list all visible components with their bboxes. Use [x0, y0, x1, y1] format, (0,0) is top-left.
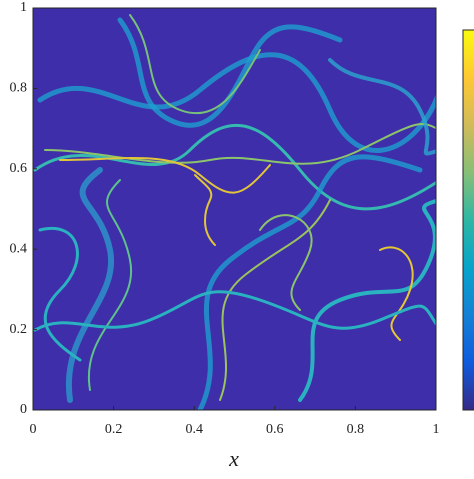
x-tick-label: 0 [30, 422, 37, 437]
x-tick-label: 0.4 [185, 422, 203, 437]
x-tick-label: 1 [433, 422, 440, 437]
y-tick-label: 0.4 [10, 241, 28, 256]
y-tick-label: 0.2 [10, 322, 28, 337]
colorbar [462, 29, 474, 411]
y-tick-label: 0 [20, 402, 27, 417]
y-tick-label: 0.6 [10, 161, 28, 176]
x-axis-label: x [228, 446, 239, 471]
x-tick-label: 0.8 [347, 422, 365, 437]
x-tick-label: 0.6 [266, 422, 284, 437]
field-swirls [33, 14, 436, 410]
y-tick-label: 1 [20, 0, 27, 15]
y-tick-label: 0.8 [10, 81, 28, 96]
plot-frame [32, 7, 437, 411]
x-tick-label: 0.2 [105, 422, 123, 437]
